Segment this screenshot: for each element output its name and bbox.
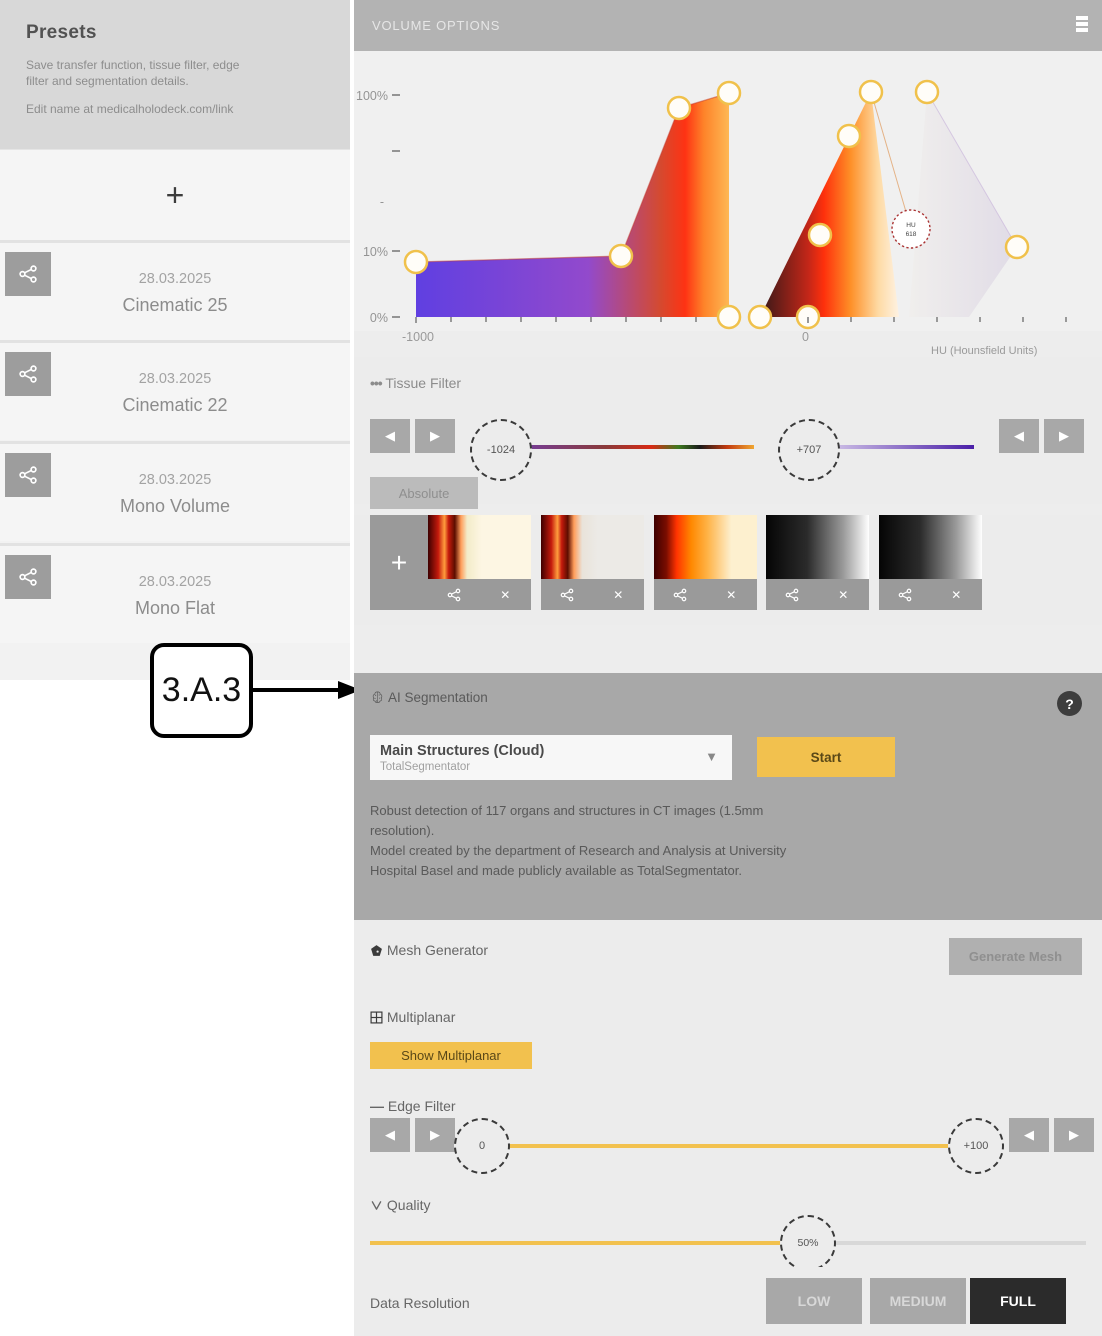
svg-text:10%: 10% bbox=[363, 245, 388, 259]
svg-text:HU (Hounsfield Units): HU (Hounsfield Units) bbox=[931, 345, 1037, 357]
svg-text:618: 618 bbox=[906, 231, 917, 238]
svg-text:-: - bbox=[380, 195, 384, 209]
svg-text:-1000: -1000 bbox=[402, 330, 434, 344]
svg-text:100%: 100% bbox=[356, 89, 388, 103]
svg-text:0%: 0% bbox=[370, 311, 388, 325]
svg-text:HU: HU bbox=[906, 222, 916, 229]
svg-text:0: 0 bbox=[802, 330, 809, 344]
